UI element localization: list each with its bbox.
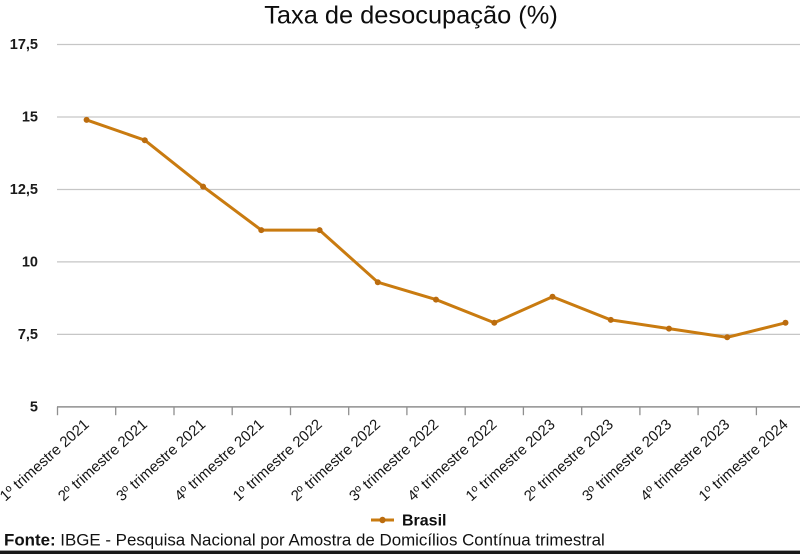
svg-text:17,5: 17,5 <box>10 37 38 53</box>
svg-text:5: 5 <box>30 400 38 416</box>
svg-text:Taxa de desocupação (%): Taxa de desocupação (%) <box>264 1 558 29</box>
svg-text:15: 15 <box>22 110 38 126</box>
svg-text:7,5: 7,5 <box>18 327 38 343</box>
svg-text:Fonte: IBGE - Pesquisa Naciona: Fonte: IBGE - Pesquisa Nacional por Amos… <box>4 531 605 550</box>
svg-text:12,5: 12,5 <box>10 182 38 198</box>
svg-text:Brasil: Brasil <box>402 513 446 530</box>
svg-text:10: 10 <box>22 255 38 271</box>
